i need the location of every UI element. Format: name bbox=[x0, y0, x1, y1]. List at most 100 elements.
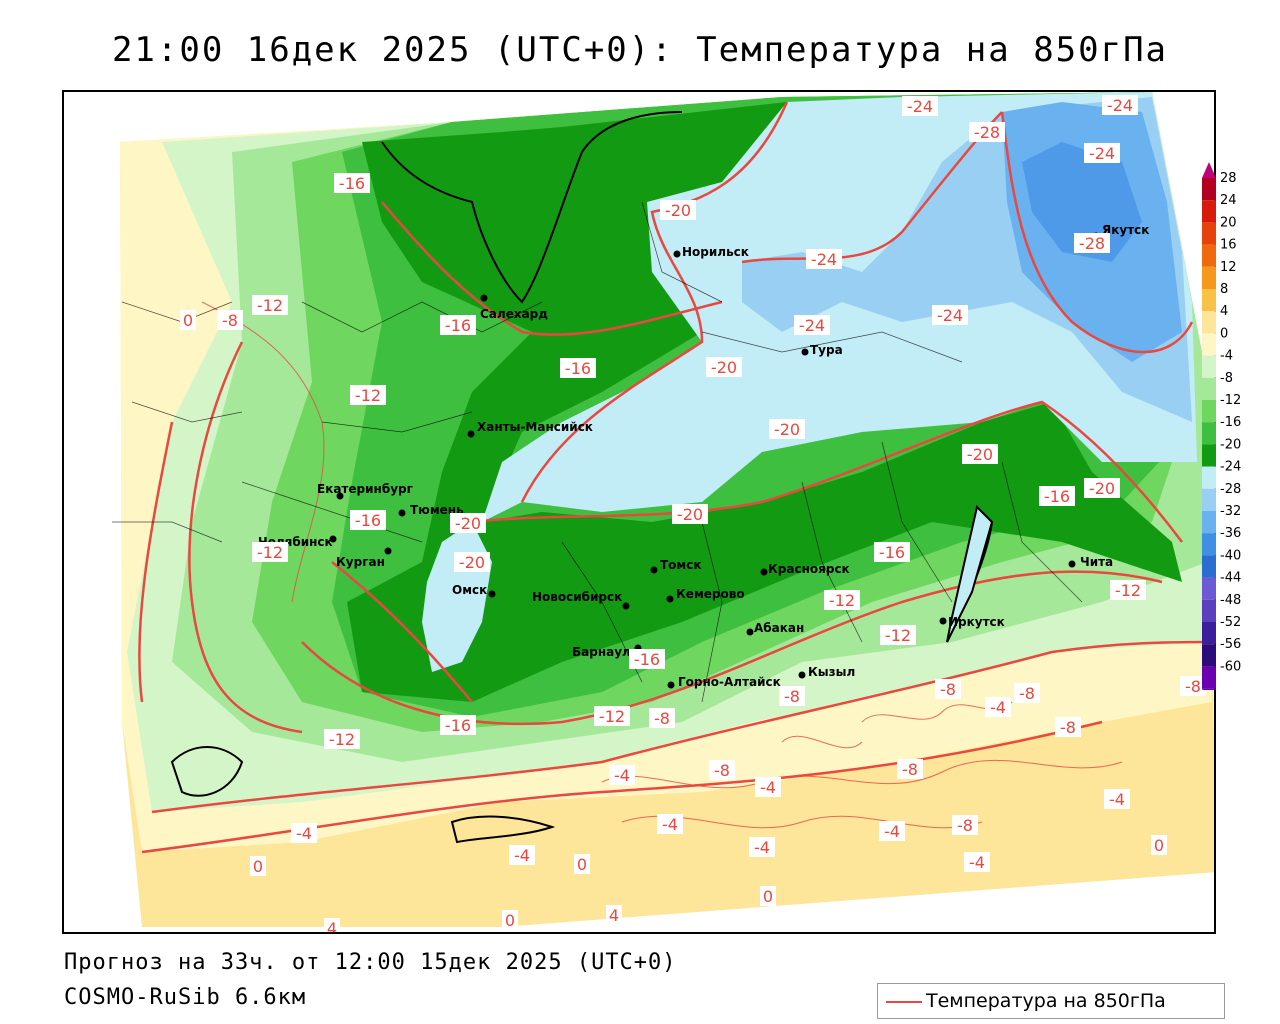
scale-tick-label: -16 bbox=[1220, 415, 1241, 430]
city-dot bbox=[336, 492, 344, 500]
isotherm-label: -24 bbox=[932, 305, 968, 325]
scale-tick-label: 28 bbox=[1220, 171, 1237, 186]
isotherm-value: -8 bbox=[654, 709, 670, 728]
city-marker: Ханты-Мансийск bbox=[467, 420, 593, 438]
isotherm-label: 0 bbox=[1151, 835, 1167, 855]
isotherm-value: -12 bbox=[355, 386, 381, 405]
scale-swatch bbox=[1202, 289, 1216, 312]
city-marker: Тура bbox=[801, 343, 843, 357]
city-label: Новосибирск bbox=[532, 590, 622, 604]
isotherm-label: -12 bbox=[252, 542, 288, 562]
scale-swatch bbox=[1202, 444, 1216, 467]
city-marker: Абакан bbox=[746, 621, 804, 636]
city-label: Омск bbox=[452, 583, 487, 597]
scale-swatch bbox=[1202, 555, 1216, 578]
scale-tick-label: 8 bbox=[1220, 282, 1228, 297]
scale-tick-label: 24 bbox=[1220, 193, 1237, 208]
city-label: Ханты-Мансийск bbox=[477, 420, 593, 434]
scale-tick-label: -52 bbox=[1220, 615, 1241, 630]
city-label: Кемерово bbox=[676, 587, 745, 601]
isotherm-value: 0 bbox=[183, 311, 193, 330]
isotherm-value: 4 bbox=[609, 906, 619, 925]
isotherm-value: -28 bbox=[1079, 234, 1105, 253]
scale-tick-label: -60 bbox=[1220, 659, 1241, 674]
isotherm-value: -4 bbox=[760, 778, 776, 797]
isotherm-value: -12 bbox=[257, 543, 283, 562]
isotherm-label: -8 bbox=[935, 679, 961, 699]
isotherm-label: -16 bbox=[1039, 486, 1075, 506]
isotherm-value: -4 bbox=[296, 824, 312, 843]
isotherm-value: -24 bbox=[1107, 96, 1133, 115]
city-label: Горно-Алтайск bbox=[678, 675, 781, 689]
isotherm-label: -8 bbox=[779, 686, 805, 706]
scale-swatch bbox=[1202, 511, 1216, 534]
isotherm-value: -4 bbox=[990, 698, 1006, 717]
isotherm-label: 0 bbox=[180, 310, 196, 330]
city-dot bbox=[398, 509, 406, 517]
isotherm-value: -12 bbox=[1115, 581, 1141, 600]
scale-tick-label: -56 bbox=[1220, 637, 1241, 652]
cities-layer: Салехард Норильск Тура Якутск Ханты-Мансийск… bbox=[258, 223, 1149, 689]
isotherm-value: -8 bbox=[1185, 677, 1201, 696]
isotherm-label: -20 bbox=[660, 200, 696, 220]
isotherm-label: 4 bbox=[606, 905, 622, 925]
city-dot bbox=[488, 590, 496, 598]
isotherm-label: -8 bbox=[217, 310, 243, 330]
scale-tick-label: 20 bbox=[1220, 215, 1237, 230]
city-dot bbox=[666, 595, 674, 603]
isotherm-label: 0 bbox=[250, 856, 266, 876]
city-dot bbox=[801, 348, 809, 356]
scale-swatch bbox=[1202, 178, 1216, 201]
scale-tick-label: -44 bbox=[1220, 571, 1241, 586]
isotherm-label: -16 bbox=[334, 173, 370, 193]
isotherm-value: -24 bbox=[937, 306, 963, 325]
isotherm-label: -24 bbox=[902, 96, 938, 116]
city-marker: Чита bbox=[1068, 555, 1113, 569]
city-dot bbox=[1068, 560, 1076, 568]
city-dot bbox=[467, 430, 475, 438]
city-dot bbox=[798, 671, 806, 679]
scale-swatch bbox=[1202, 622, 1216, 645]
model-name: COSMO-RuSib 6.6км bbox=[64, 985, 307, 1010]
scale-swatch bbox=[1202, 577, 1216, 600]
scale-bottom-arrow bbox=[1202, 688, 1216, 705]
isotherm-label: -4 bbox=[879, 821, 905, 841]
scale-swatch bbox=[1202, 311, 1216, 334]
isotherm-label: -4 bbox=[985, 697, 1011, 717]
map-title: 21:00 16дек 2025 (UTC+0): Температура на… bbox=[111, 30, 1169, 70]
temperature-map[interactable]: Салехард Норильск Тура Якутск Ханты-Мансийск… bbox=[64, 92, 1216, 934]
isotherm-label: -16 bbox=[440, 315, 476, 335]
isotherm-label: -28 bbox=[1074, 233, 1110, 253]
isotherm-label: -4 bbox=[964, 852, 990, 872]
city-dot bbox=[667, 681, 675, 689]
city-marker: Красноярск bbox=[760, 562, 850, 576]
isotherm-value: -20 bbox=[459, 553, 485, 572]
isotherm-value: -24 bbox=[811, 250, 837, 269]
scale-tick-label: -8 bbox=[1220, 371, 1233, 386]
scale-tick-label: -32 bbox=[1220, 504, 1241, 519]
isotherm-value: -4 bbox=[662, 815, 678, 834]
isotherm-label: -8 bbox=[952, 815, 978, 835]
isotherm-value: -8 bbox=[714, 761, 730, 780]
isotherm-label: 0 bbox=[502, 910, 518, 930]
isotherm-value: -12 bbox=[885, 626, 911, 645]
isotherm-value: -4 bbox=[969, 853, 985, 872]
city-label: Салехард bbox=[480, 307, 548, 321]
scale-tick-label: 4 bbox=[1220, 304, 1228, 319]
map-panel[interactable]: Салехард Норильск Тура Якутск Ханты-Мансийск… bbox=[62, 90, 1216, 934]
isotherm-value: -8 bbox=[784, 687, 800, 706]
color-scale: 28 24 20 16 12 8 4 0 -4 -8 -12 -16 -20 -24 -28 -32 -36 -4… bbox=[1200, 160, 1280, 705]
isotherm-label: -8 bbox=[649, 708, 675, 728]
city-label: Барнаул bbox=[572, 645, 631, 659]
isotherm-label: -24 bbox=[794, 315, 830, 335]
isotherm-value: -8 bbox=[902, 760, 918, 779]
isotherm-label: -4 bbox=[291, 823, 317, 843]
isotherm-label: -20 bbox=[1084, 478, 1120, 498]
scale-tick-label: -12 bbox=[1220, 393, 1241, 408]
city-dot bbox=[622, 602, 630, 610]
isotherm-label: -8 bbox=[1055, 717, 1081, 737]
isotherm-value: -16 bbox=[445, 716, 471, 735]
isotherm-label: -4 bbox=[657, 814, 683, 834]
legend-label: Температура на 850гПа bbox=[926, 990, 1166, 1012]
isotherm-label: -28 bbox=[969, 122, 1005, 142]
